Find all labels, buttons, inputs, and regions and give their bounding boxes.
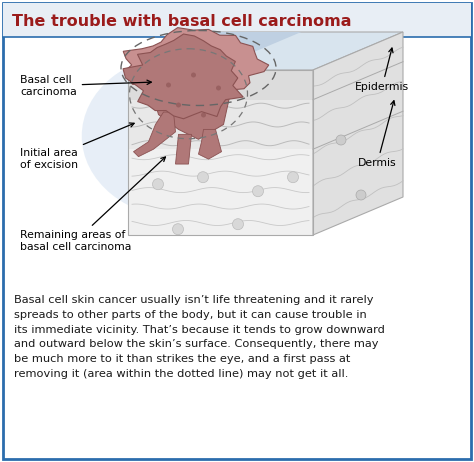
Text: Basal cell skin cancer usually isn’t life threatening and it rarely
spreads to o: Basal cell skin cancer usually isn’t lif… xyxy=(14,295,385,379)
Polygon shape xyxy=(128,100,313,149)
Polygon shape xyxy=(128,32,301,70)
Circle shape xyxy=(216,85,221,91)
Circle shape xyxy=(176,103,181,108)
Polygon shape xyxy=(128,149,313,235)
Text: The trouble with basal cell carcinoma: The trouble with basal cell carcinoma xyxy=(12,14,352,30)
FancyBboxPatch shape xyxy=(3,3,471,459)
Text: Dermis: Dermis xyxy=(358,101,397,168)
Circle shape xyxy=(198,172,209,182)
Circle shape xyxy=(253,186,264,197)
Circle shape xyxy=(288,172,299,182)
Polygon shape xyxy=(128,32,403,70)
Polygon shape xyxy=(123,28,269,97)
Circle shape xyxy=(166,83,171,87)
Circle shape xyxy=(356,190,366,200)
Text: Remaining areas of
basal cell carcinoma: Remaining areas of basal cell carcinoma xyxy=(20,157,165,252)
Circle shape xyxy=(153,179,164,190)
Polygon shape xyxy=(134,112,175,157)
Polygon shape xyxy=(199,129,221,159)
Text: Basal cell
carcinoma: Basal cell carcinoma xyxy=(20,75,151,97)
Circle shape xyxy=(336,135,346,145)
Circle shape xyxy=(233,219,244,230)
Circle shape xyxy=(191,73,196,78)
Text: Epidermis: Epidermis xyxy=(355,48,409,92)
Polygon shape xyxy=(148,79,234,140)
Polygon shape xyxy=(313,32,403,235)
Polygon shape xyxy=(123,34,243,119)
Text: Initial area
of excision: Initial area of excision xyxy=(20,123,134,170)
Circle shape xyxy=(173,224,183,235)
FancyBboxPatch shape xyxy=(3,3,471,37)
Circle shape xyxy=(201,113,206,117)
Polygon shape xyxy=(128,70,313,100)
Ellipse shape xyxy=(82,54,285,219)
Polygon shape xyxy=(175,134,191,164)
